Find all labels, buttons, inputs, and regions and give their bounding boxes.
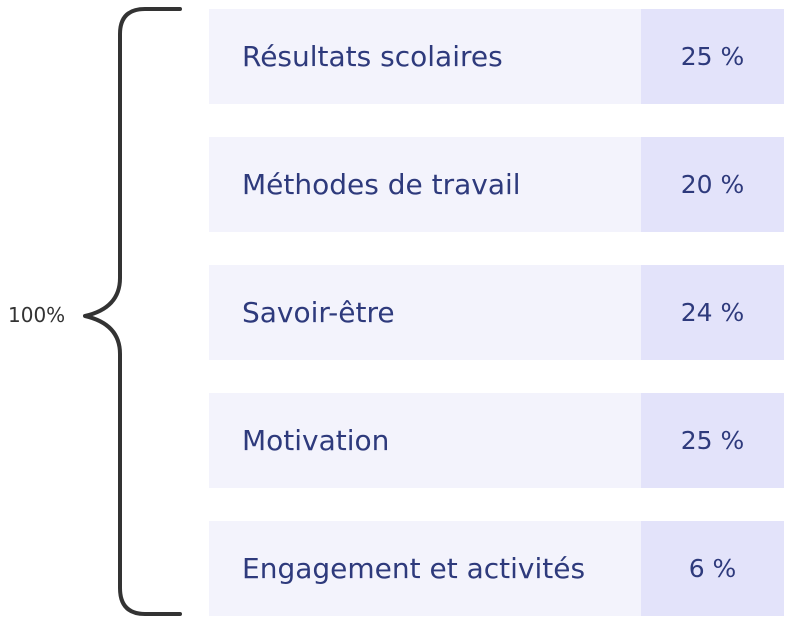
criteria-percentage: 20 % (641, 137, 784, 232)
criteria-percentage: 6 % (641, 521, 784, 616)
criteria-label: Résultats scolaires (209, 9, 641, 104)
criteria-row: Résultats scolaires 25 % (209, 9, 784, 104)
criteria-row: Savoir-être 24 % (209, 265, 784, 360)
criteria-label: Savoir-être (209, 265, 641, 360)
criteria-label: Engagement et activités (209, 521, 641, 616)
total-label: 100% (8, 303, 66, 327)
curly-brace (83, 7, 182, 616)
criteria-percentage: 24 % (641, 265, 784, 360)
criteria-label: Motivation (209, 393, 641, 488)
criteria-percentage: 25 % (641, 393, 784, 488)
criteria-percentage: 25 % (641, 9, 784, 104)
criteria-row: Motivation 25 % (209, 393, 784, 488)
criteria-list: Résultats scolaires 25 % Méthodes de tra… (209, 9, 784, 616)
criteria-row: Méthodes de travail 20 % (209, 137, 784, 232)
criteria-label: Méthodes de travail (209, 137, 641, 232)
criteria-row: Engagement et activités 6 % (209, 521, 784, 616)
